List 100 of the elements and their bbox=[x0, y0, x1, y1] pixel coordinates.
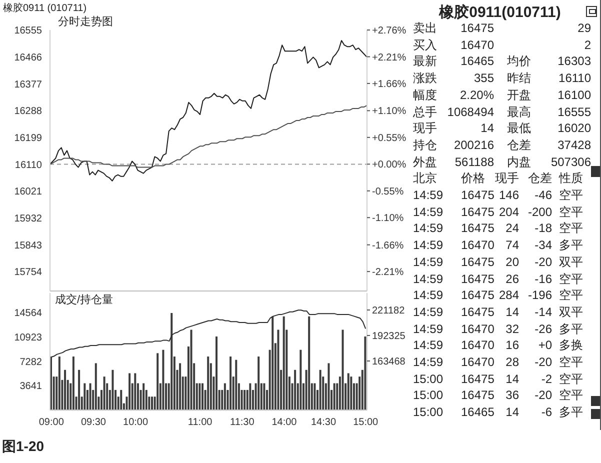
x-tick-label: 09:00 bbox=[38, 417, 64, 428]
text: 涨跌 bbox=[413, 70, 437, 86]
text: 14:59 bbox=[413, 254, 444, 270]
bar bbox=[294, 370, 296, 410]
bar bbox=[328, 363, 330, 410]
y-tick-label: 14564 bbox=[14, 308, 42, 320]
text: 性质 bbox=[559, 170, 583, 186]
text: 507306 bbox=[550, 154, 591, 170]
text: 32 bbox=[506, 320, 519, 337]
bar bbox=[112, 370, 114, 410]
text: 16475 bbox=[461, 304, 494, 320]
y-tick-label: 16288 bbox=[14, 106, 42, 118]
text: -26 bbox=[534, 320, 552, 337]
text: 16470 bbox=[461, 337, 494, 354]
text: 284 bbox=[498, 287, 519, 304]
x-tick-label: 10:00 bbox=[123, 417, 149, 428]
text: 16475 bbox=[461, 387, 494, 404]
text: 昨结 bbox=[507, 70, 531, 86]
text: 24 bbox=[506, 220, 519, 236]
line-series bbox=[50, 40, 368, 182]
text: 16 bbox=[506, 337, 519, 354]
y2-tick-label: -1.10% bbox=[372, 213, 404, 224]
text: 28 bbox=[506, 354, 519, 370]
text: 14:59 bbox=[413, 287, 444, 304]
text: 空平 bbox=[559, 220, 583, 236]
bar bbox=[350, 376, 352, 410]
y-tick-label: 15754 bbox=[14, 267, 42, 278]
text: 空平 bbox=[559, 387, 583, 404]
text: 空平 bbox=[559, 204, 583, 220]
y2-tick-label: -2.21% bbox=[372, 267, 404, 278]
text: 买入 bbox=[413, 36, 437, 53]
text: -20 bbox=[534, 354, 552, 370]
y-tick-label: 16199 bbox=[14, 132, 42, 144]
text: 开盘 bbox=[507, 86, 531, 103]
line-series bbox=[50, 310, 366, 358]
text: 仓差 bbox=[528, 170, 552, 186]
y-tick-label: 16377 bbox=[14, 79, 42, 90]
bar bbox=[347, 373, 350, 410]
text: 26 bbox=[506, 270, 519, 286]
text: 2.20% bbox=[460, 86, 494, 103]
y-tick-label: 15843 bbox=[14, 240, 42, 252]
text: 14 bbox=[506, 370, 519, 387]
bar bbox=[263, 383, 266, 410]
text: -6 bbox=[541, 404, 552, 420]
text: 持仓 bbox=[413, 136, 437, 153]
text: 1068494 bbox=[447, 104, 494, 120]
text: +0 bbox=[538, 337, 552, 354]
y2-tick-label: +1.66% bbox=[372, 79, 406, 90]
text: -46 bbox=[534, 187, 552, 203]
y2-tick-label: 192325 bbox=[372, 331, 406, 342]
text: 74 bbox=[506, 237, 519, 254]
x-tick-label: 14:00 bbox=[272, 417, 298, 428]
text: 14:59 bbox=[413, 354, 444, 370]
text: 幅度 bbox=[413, 86, 437, 103]
text: -20 bbox=[534, 254, 552, 270]
x-tick-label: 11:30 bbox=[230, 417, 255, 428]
bar bbox=[244, 390, 246, 410]
y-tick-label: 3641 bbox=[20, 381, 42, 392]
bar bbox=[120, 390, 122, 410]
bar bbox=[342, 330, 344, 410]
y2-tick-label: -1.66% bbox=[372, 240, 404, 252]
caption: 图1-20 bbox=[2, 438, 44, 456]
y2-tick-label: +0.55% bbox=[372, 132, 406, 144]
text: 16475 bbox=[461, 220, 494, 236]
y2-tick-label: 163468 bbox=[372, 356, 406, 368]
y2-tick-label: -0.55% bbox=[372, 186, 404, 198]
text: 双平 bbox=[559, 254, 583, 270]
bar bbox=[277, 330, 280, 410]
bar bbox=[333, 383, 336, 410]
text: 16475 bbox=[461, 270, 494, 286]
x-tick-label: 11:00 bbox=[188, 417, 213, 428]
bar bbox=[249, 383, 252, 410]
text: 16555 bbox=[558, 104, 591, 120]
text: 16470 bbox=[461, 320, 494, 337]
bar bbox=[216, 336, 218, 410]
y2-tick-label: 221182 bbox=[372, 306, 406, 317]
text: 14:59 bbox=[413, 187, 444, 203]
text: 16475 bbox=[461, 204, 494, 220]
text: 橡胶0911(010711) bbox=[438, 3, 562, 22]
text: 14 bbox=[480, 120, 494, 136]
bar bbox=[272, 316, 274, 410]
text: 14:59 bbox=[413, 304, 444, 320]
bar bbox=[314, 383, 316, 410]
y-tick-label: 7282 bbox=[20, 356, 42, 368]
text: 16303 bbox=[558, 53, 591, 70]
bar bbox=[134, 373, 136, 410]
text: 561188 bbox=[454, 154, 494, 170]
y2-tick-label: +1.10% bbox=[372, 106, 406, 118]
bar bbox=[308, 316, 310, 410]
bar bbox=[235, 360, 238, 410]
bar bbox=[207, 356, 210, 410]
text: 14 bbox=[506, 404, 519, 420]
text: -14 bbox=[534, 304, 552, 320]
bar bbox=[162, 350, 164, 410]
bar bbox=[64, 370, 66, 410]
text: 16475 bbox=[461, 187, 494, 203]
text: 多平 bbox=[559, 237, 583, 254]
text: 16020 bbox=[558, 120, 591, 136]
text: -2 bbox=[541, 370, 552, 387]
text: 均价 bbox=[507, 53, 531, 70]
